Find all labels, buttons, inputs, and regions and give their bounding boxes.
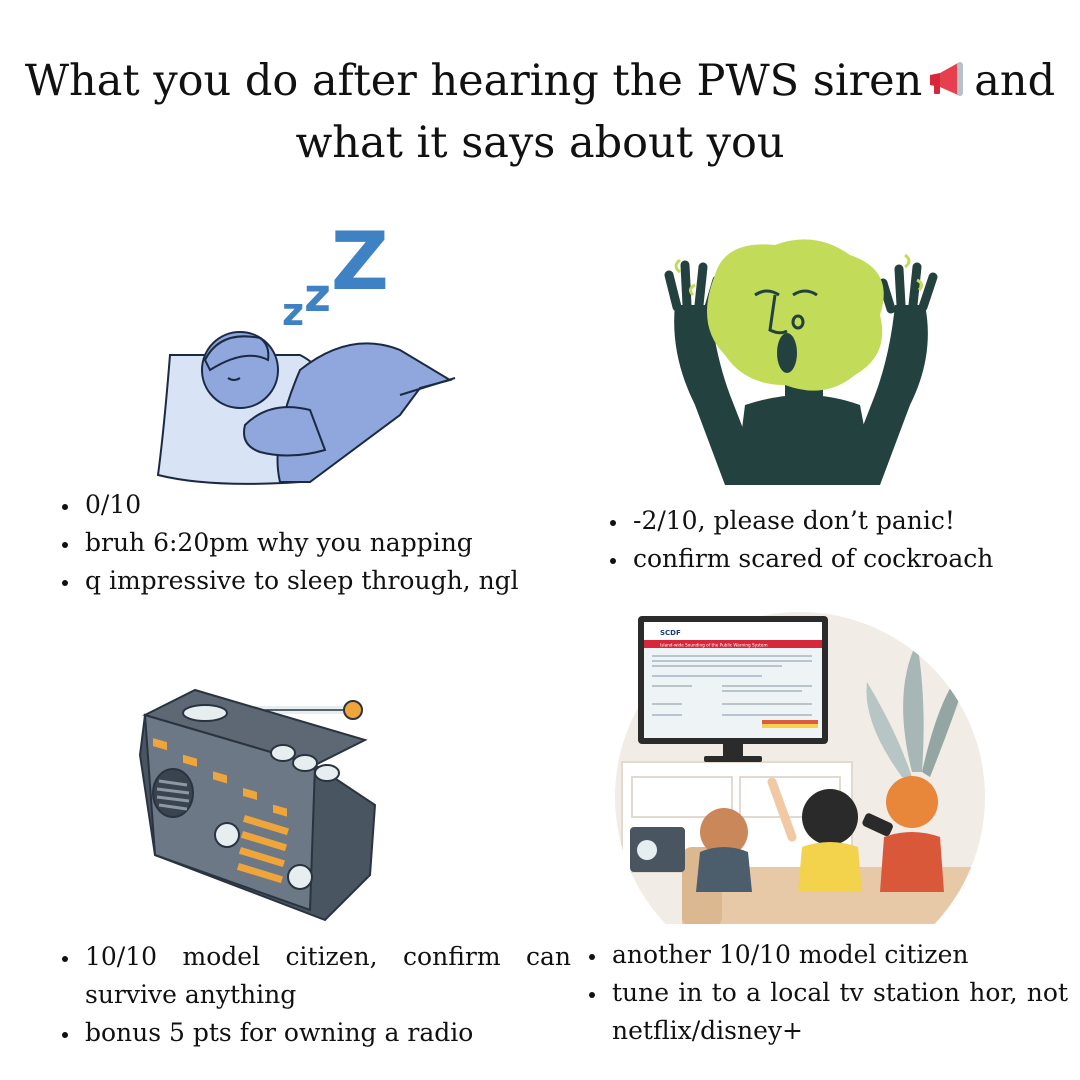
panic-notes: -2/10, please don’t panic! confirm scare… bbox=[603, 502, 1069, 578]
list-item: 0/10 bbox=[81, 486, 601, 524]
list-item: -2/10, please don’t panic! bbox=[629, 502, 1069, 540]
list-item: 10/10 model citizen, confirm can survive… bbox=[81, 938, 571, 1014]
title-line1-end: and bbox=[974, 56, 1056, 106]
tv-notes: another 10/10 model citizen tune in to a… bbox=[582, 936, 1068, 1050]
page-title: What you do after hearing the PWS siren … bbox=[0, 50, 1080, 174]
list-item: confirm scared of cockroach bbox=[629, 540, 1069, 578]
tv-screen-logo: SCDF bbox=[660, 629, 681, 637]
list-item: bruh 6:20pm why you napping bbox=[81, 524, 601, 562]
list-item: q impressive to sleep through, ngl bbox=[81, 562, 601, 600]
title-line2: what it says about you bbox=[295, 118, 785, 168]
list-item: tune in to a local tv station hor, not n… bbox=[608, 974, 1068, 1050]
zzz-text: zzZ bbox=[282, 220, 389, 334]
radio-illustration bbox=[138, 688, 377, 922]
sleeping-notes: 0/10 bruh 6:20pm why you napping q impre… bbox=[55, 486, 601, 600]
list-item: another 10/10 model citizen bbox=[608, 936, 1068, 974]
tv-screen-heading: Island-wide Sounding of the Public Warni… bbox=[660, 643, 768, 648]
megaphone-icon bbox=[930, 62, 964, 96]
family-watching-tv-illustration: SCDF Island-wide Sounding of the Public … bbox=[615, 612, 985, 924]
sleeping-person-illustration: zzZ bbox=[156, 220, 456, 485]
radio-notes: 10/10 model citizen, confirm can survive… bbox=[55, 938, 571, 1052]
title-line1-text: What you do after hearing the PWS siren bbox=[24, 56, 923, 106]
list-item: bonus 5 pts for owning a radio bbox=[81, 1014, 571, 1052]
panicking-person-illustration bbox=[664, 239, 938, 485]
